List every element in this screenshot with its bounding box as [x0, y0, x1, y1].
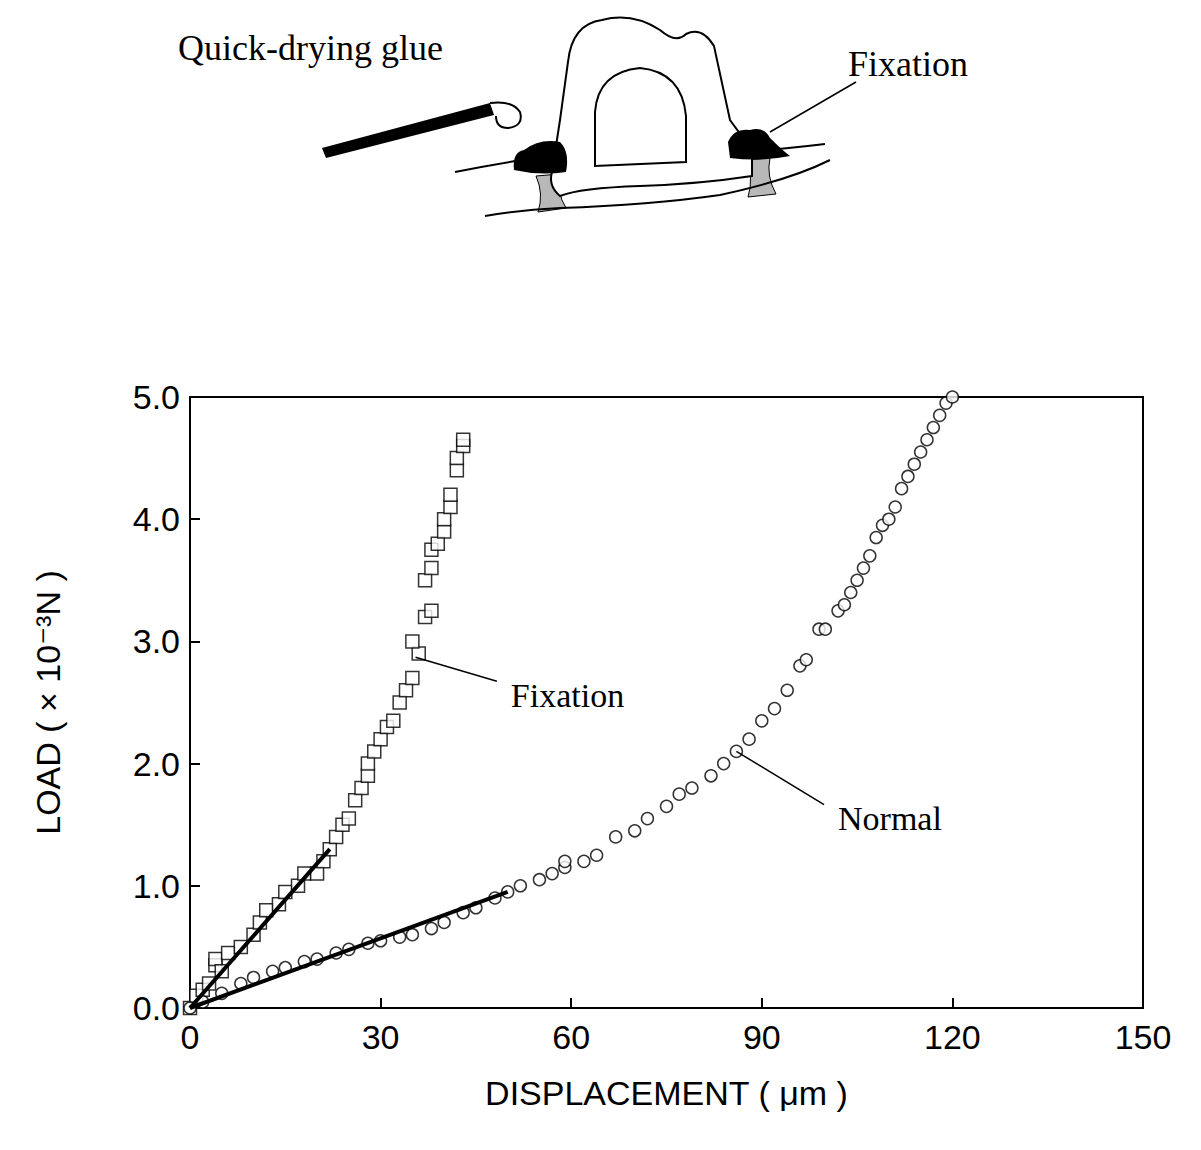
svg-text:LOAD ( × 10⁻³N ): LOAD ( × 10⁻³N ) — [29, 570, 67, 835]
svg-text:0: 0 — [181, 1018, 200, 1056]
svg-text:DISPLACEMENT ( μm ): DISPLACEMENT ( μm ) — [485, 1074, 848, 1112]
svg-text:Fixation: Fixation — [848, 44, 968, 84]
svg-text:150: 150 — [1115, 1018, 1172, 1056]
svg-text:30: 30 — [362, 1018, 400, 1056]
svg-text:1.0: 1.0 — [133, 867, 180, 905]
svg-text:2.0: 2.0 — [133, 745, 180, 783]
svg-text:5.0: 5.0 — [133, 378, 180, 416]
svg-text:90: 90 — [743, 1018, 781, 1056]
svg-text:60: 60 — [552, 1018, 590, 1056]
svg-text:3.0: 3.0 — [133, 622, 180, 660]
svg-text:Quick-drying glue: Quick-drying glue — [178, 28, 443, 68]
svg-text:4.0: 4.0 — [133, 500, 180, 538]
svg-text:120: 120 — [924, 1018, 981, 1056]
svg-text:Fixation: Fixation — [511, 677, 624, 714]
svg-text:0.0: 0.0 — [133, 989, 180, 1027]
svg-text:Normal: Normal — [838, 800, 942, 837]
